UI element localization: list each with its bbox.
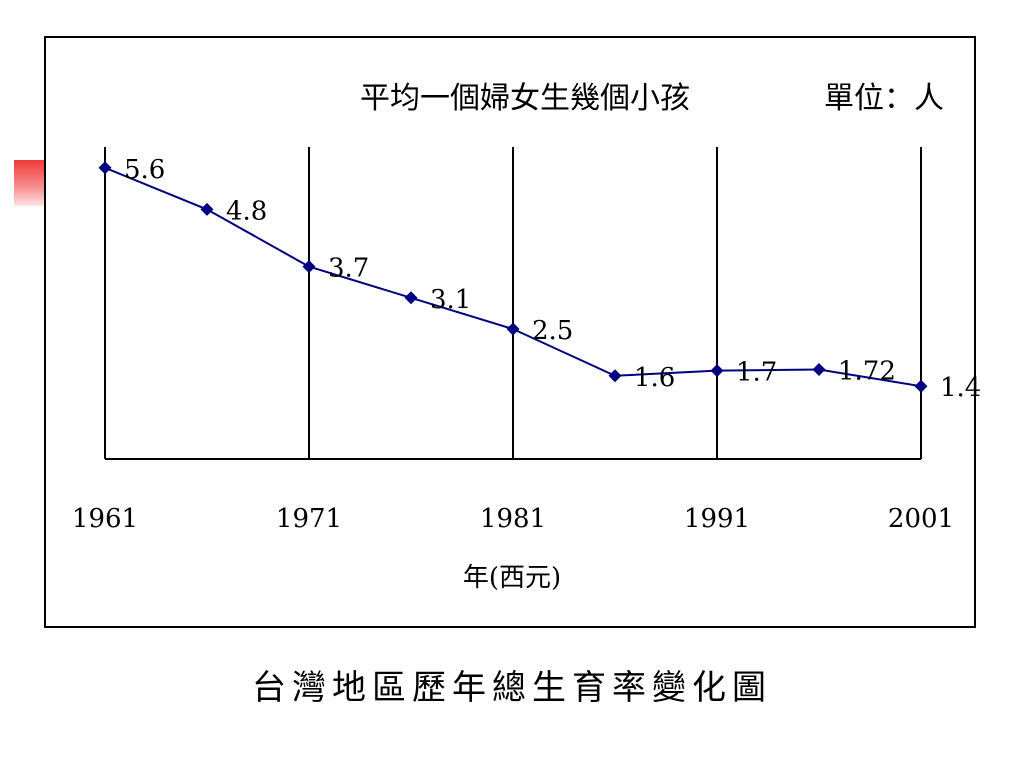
data-point-marker: [506, 322, 520, 336]
unit-label: 單位：人: [824, 81, 944, 116]
x-tick-label-2001: 2001: [888, 504, 954, 534]
data-label: 1.72: [838, 357, 896, 387]
data-label: 1.6: [634, 363, 675, 393]
data-point-marker: [914, 379, 928, 393]
data-label: 4.8: [226, 196, 267, 226]
data-point-marker: [710, 364, 724, 378]
data-label: 1.4: [940, 373, 981, 403]
data-label: 2.5: [532, 316, 573, 346]
decorative-accent-bar: [14, 160, 46, 206]
data-point-marker: [608, 369, 622, 383]
x-tick-label-1961: 1961: [72, 504, 138, 534]
data-point-marker: [98, 161, 112, 175]
x-tick-label-1981: 1981: [480, 504, 546, 534]
data-label: 1.7: [736, 358, 777, 388]
data-label: 3.1: [430, 285, 471, 315]
x-tick-label-1991: 1991: [684, 504, 750, 534]
data-point-marker: [404, 291, 418, 305]
data-label: 3.7: [328, 254, 369, 284]
figure-caption: 台灣地區歷年總生育率變化圖: [252, 668, 772, 708]
x-axis-label: 年(西元): [463, 563, 561, 593]
x-tick-label-1971: 1971: [276, 504, 342, 534]
data-point-marker: [302, 260, 316, 274]
data-label: 5.6: [124, 155, 165, 185]
data-point-marker: [812, 363, 826, 377]
chart-title: 平均一個婦女生幾個小孩: [360, 81, 690, 116]
data-point-marker: [200, 202, 214, 216]
